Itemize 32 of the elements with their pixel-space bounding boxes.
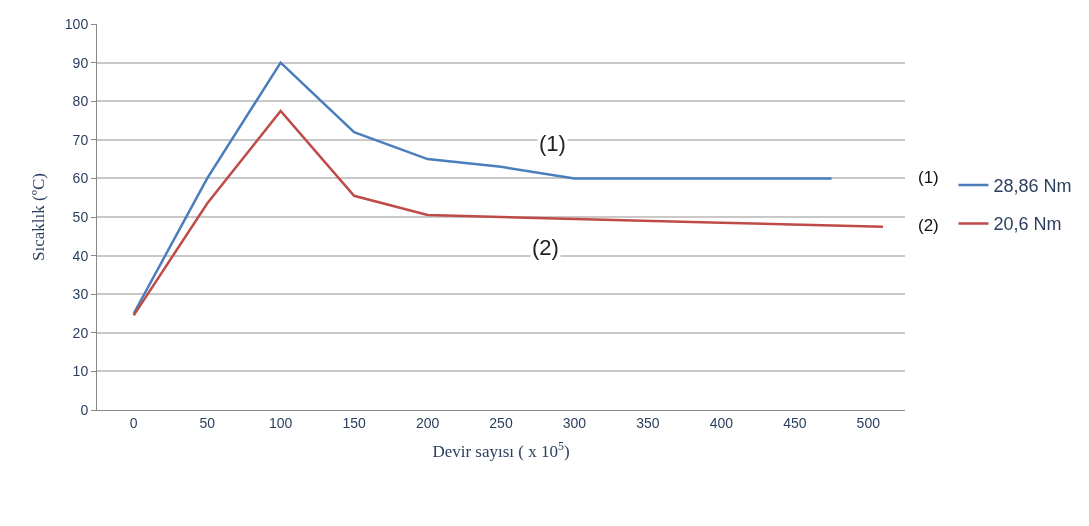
annotation: (2) bbox=[532, 235, 559, 260]
y-axis-title: Sıcaklık (ºC) bbox=[29, 173, 49, 261]
x-tick-label: 450 bbox=[783, 414, 807, 431]
x-tick-label: 350 bbox=[636, 414, 660, 431]
y-tick-label: 60 bbox=[72, 170, 89, 187]
text: (1) bbox=[918, 168, 939, 187]
y-tick-label: 30 bbox=[72, 286, 89, 303]
x-tick-label: 100 bbox=[268, 414, 293, 431]
text: (2) bbox=[918, 216, 939, 235]
x-tick-label: 50 bbox=[199, 414, 216, 431]
x-tick-label: 150 bbox=[342, 414, 366, 431]
y-tick-label: 90 bbox=[72, 54, 89, 71]
y-tick-label: 20 bbox=[72, 324, 89, 341]
x-tick-label: 400 bbox=[709, 414, 734, 431]
line-series bbox=[132, 61, 833, 315]
y-tick-label: 100 bbox=[64, 15, 89, 32]
y-tick-label: 50 bbox=[72, 208, 89, 225]
x-tick-label: 500 bbox=[856, 414, 881, 431]
y-tick-label: 10 bbox=[72, 363, 89, 380]
legend-label: 20,6 Nm bbox=[993, 214, 1062, 235]
legend-label: 28,86 Nm bbox=[993, 176, 1072, 197]
y-tick-label: 80 bbox=[72, 93, 89, 110]
x-tick-label: 300 bbox=[562, 414, 587, 431]
x-axis-title: Devir sayısı ( x 10$^{5}$) bbox=[432, 439, 570, 462]
x-tick-label: 200 bbox=[415, 414, 440, 431]
y-tick-label: 40 bbox=[72, 247, 89, 264]
x-tick-label: 0 bbox=[129, 414, 138, 431]
annotation: (1) bbox=[539, 131, 566, 156]
line-series bbox=[132, 109, 885, 317]
y-tick-label: 70 bbox=[72, 131, 89, 148]
x-tick-label: 250 bbox=[489, 414, 513, 431]
y-tick-label: 0 bbox=[80, 401, 89, 418]
